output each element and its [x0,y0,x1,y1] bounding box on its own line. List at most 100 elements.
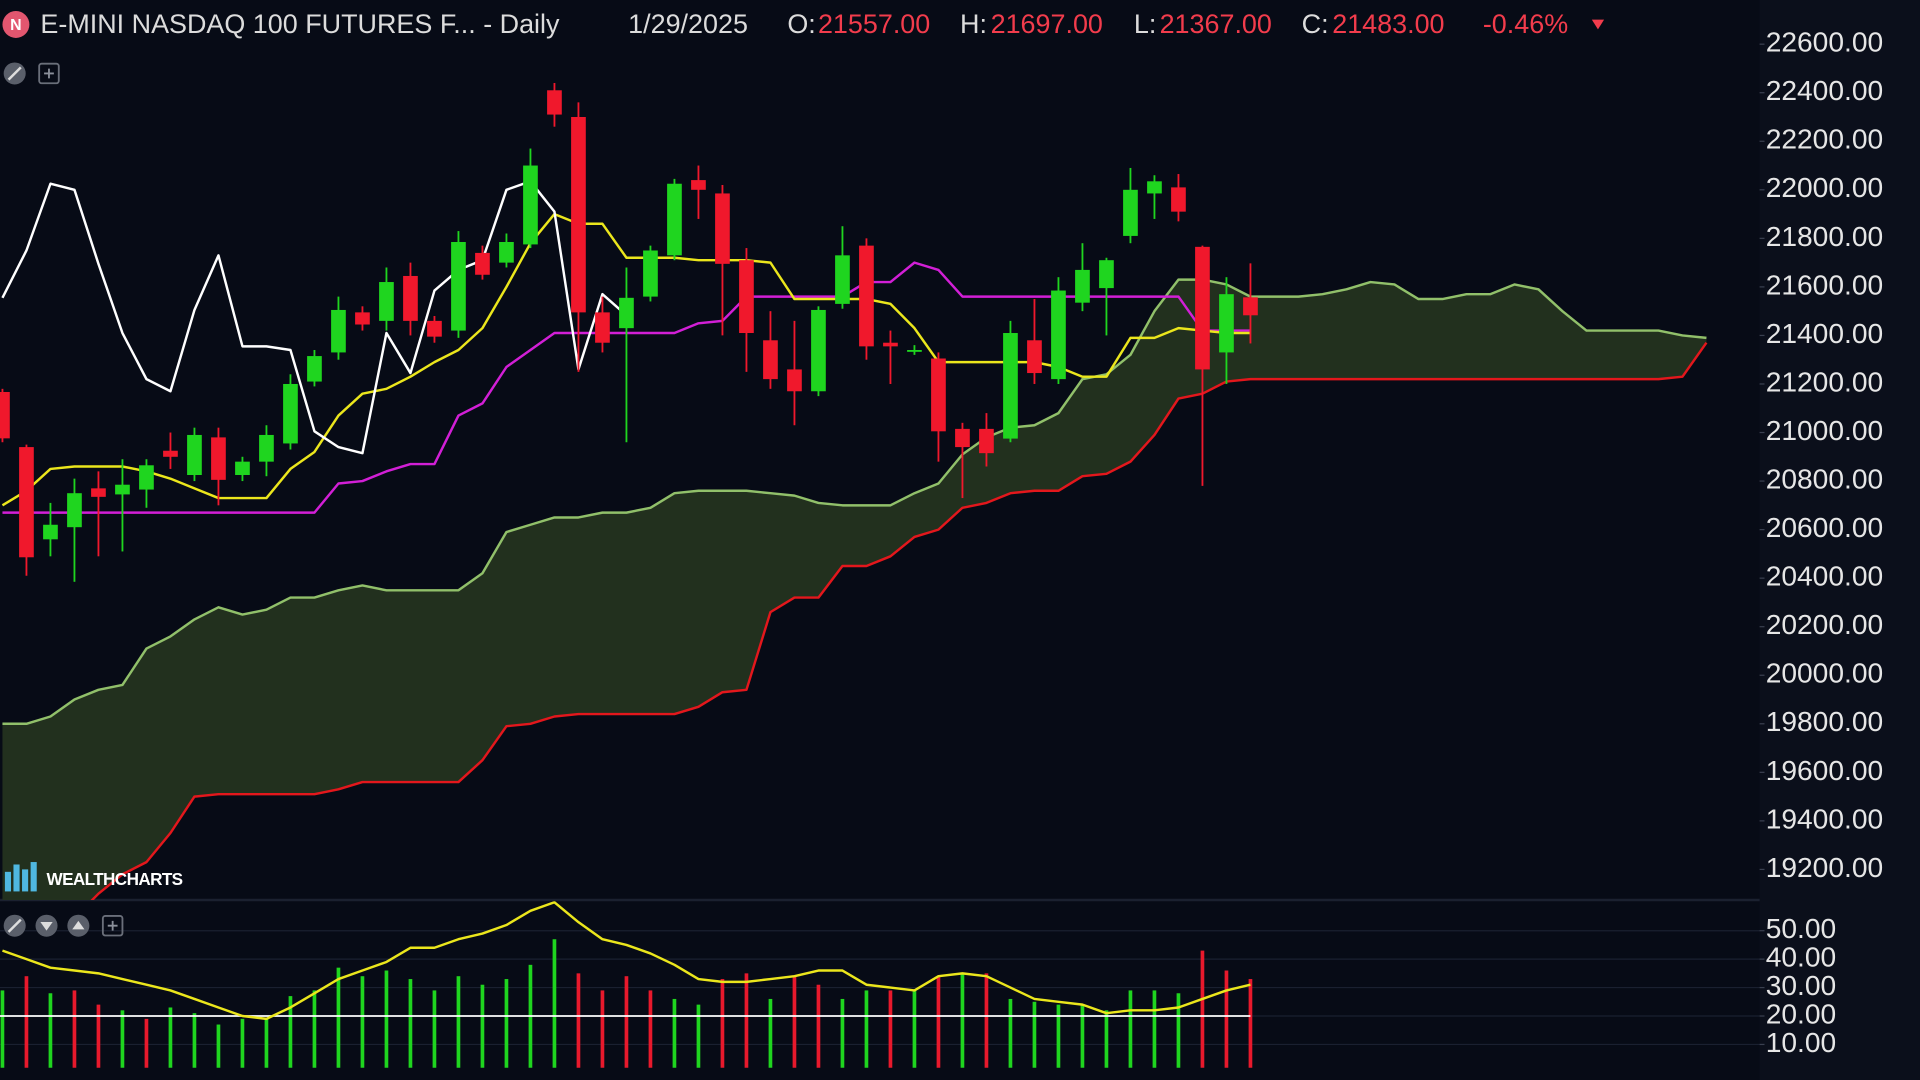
candle-body [19,447,34,558]
candle-body [259,434,274,462]
bar [960,973,965,1068]
down-icon [40,922,53,931]
bar [48,993,53,1068]
bar [456,976,461,1068]
bar [768,998,773,1068]
bar [984,973,989,1068]
indicator-line [2,278,1707,726]
add-button[interactable] [101,915,124,937]
bar [168,1007,173,1068]
hide-icon [7,918,22,933]
candle-body [1123,189,1138,236]
candle-body [43,524,58,540]
y-tick-label: 21600.00 [1766,269,1883,300]
candle-body [475,252,490,275]
y-tick-label: 20400.00 [1766,561,1883,592]
bar [120,1010,125,1068]
candle-body [1147,181,1162,194]
candle-body [67,493,82,528]
bar [1224,970,1229,1068]
candle-body [835,255,850,304]
bar [24,976,29,1068]
chart-title: E-MINI NASDAQ 100 FUTURES F... - Daily [40,9,560,39]
add-button[interactable] [38,62,60,85]
y-tick-label: 20600.00 [1766,512,1883,543]
candle-body [139,465,154,490]
y-tick-label: 10.00 [1766,1027,1836,1058]
bar [936,976,941,1068]
y-tick-label: 19200.00 [1766,852,1883,883]
bar [240,1018,245,1068]
field-value: 21483.00 [1332,9,1444,39]
hide-icon [7,66,22,81]
candle-body [1243,297,1258,316]
field-label: C: [1302,9,1329,39]
candle-body [667,183,682,256]
bar [552,939,557,1068]
field-label: L: [1134,9,1156,39]
y-tick-label: 21200.00 [1766,366,1883,397]
bar [1152,990,1157,1068]
candle-body [907,350,922,352]
candle-body [619,297,634,329]
candle-body [1099,260,1114,289]
up-icon [72,920,85,930]
candle-body [883,342,898,347]
candle-body [787,369,802,392]
bar [432,990,437,1068]
y-tick-label: 19800.00 [1766,706,1883,737]
candle-body [451,241,466,331]
bar [600,990,605,1068]
candle-body [403,275,418,321]
bar [1032,1001,1037,1068]
panel-toolbar [3,914,124,937]
bar [1056,1004,1061,1068]
bar [1200,950,1205,1068]
bar [696,1004,701,1068]
field-value: 21697.00 [991,9,1103,39]
y-tick-label: 21400.00 [1766,318,1883,349]
bar [384,970,389,1068]
y-tick-label: 30.00 [1766,970,1836,1001]
candle-body [931,358,946,432]
change: -0.46% [1483,9,1568,39]
y-tick-label: 22000.00 [1766,172,1883,203]
candle-body [1051,290,1066,380]
candle-body [283,383,298,444]
bar [504,979,509,1068]
bar [336,967,341,1068]
candle-body [859,245,874,347]
candle-body [955,428,970,448]
candle-body [115,484,130,495]
price-axis-area [1759,0,1920,1080]
bar [360,976,365,1068]
candle-body [979,428,994,454]
indicator-line [2,901,1251,1021]
bar [72,990,77,1068]
bar [1008,998,1013,1068]
y-tick-label: 20000.00 [1766,658,1883,689]
logo: WEALTHCHARTS [4,862,183,892]
candle-body [739,260,754,334]
bar [96,1004,101,1068]
y-tick-label: 22400.00 [1766,75,1883,106]
candle-body [1195,246,1210,370]
candle-body [523,165,538,245]
y-tick-label: 19400.00 [1766,803,1883,834]
bar [864,990,869,1068]
bar [1080,1004,1085,1068]
symbol-icon[interactable] [2,11,30,38]
logo-bar [22,869,29,892]
candle-body [715,193,730,264]
bar [576,973,581,1068]
candle-body [307,356,322,382]
logo-bar [4,871,12,892]
bar [792,976,797,1068]
bar [192,1013,197,1068]
field-label: H: [960,9,987,39]
candle-body [1219,294,1234,353]
y-tick-label: 19600.00 [1766,755,1883,786]
candle-body [355,312,370,325]
